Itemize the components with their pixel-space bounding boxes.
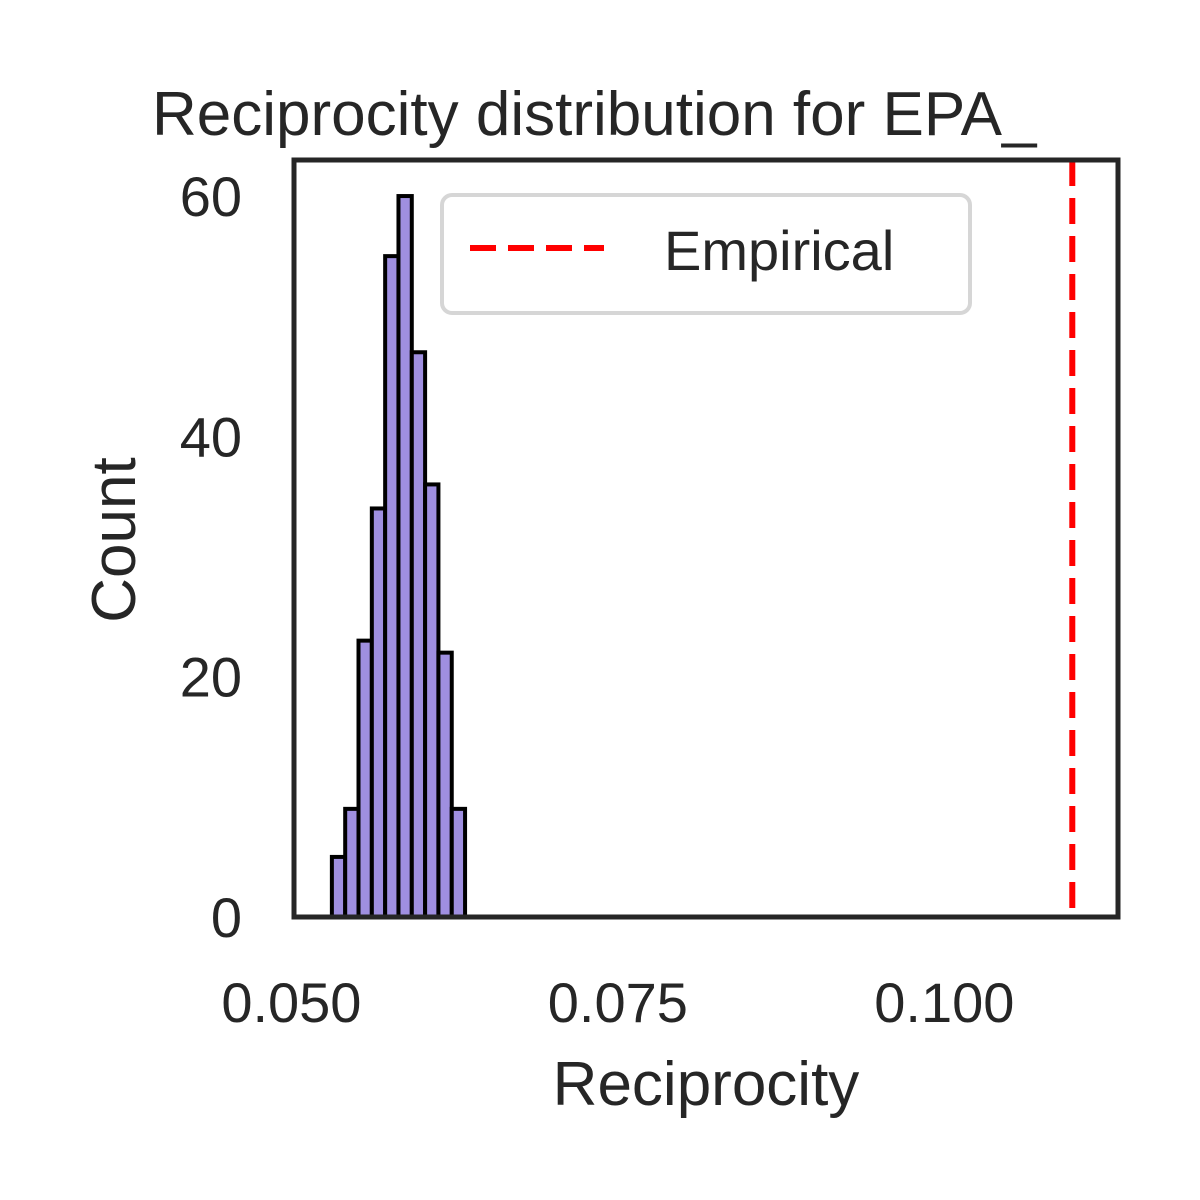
y-axis-label: Count (80, 457, 149, 622)
legend-label-empirical: Empirical (664, 219, 894, 282)
legend: Empirical (440, 193, 972, 315)
y-tick-labels: 0 20 40 60 (180, 165, 242, 949)
y-tick-label: 20 (180, 646, 242, 709)
histogram-bars (329, 194, 468, 920)
x-tick-label: 0.050 (221, 971, 361, 1034)
chart-title: Reciprocity distribution for EPA_ (152, 80, 1038, 149)
x-tick-label: 0.075 (548, 971, 688, 1034)
y-tick-label: 60 (180, 165, 242, 228)
y-tick-label: 40 (180, 405, 242, 468)
y-tick-label: 0 (211, 886, 242, 949)
x-tick-labels: 0.050 0.075 0.100 (221, 971, 1014, 1034)
legend-box (440, 193, 972, 315)
x-axis-label: Reciprocity (553, 1050, 860, 1119)
plot-frame (291, 157, 1121, 920)
x-tick-label: 0.100 (874, 971, 1014, 1034)
histogram-bar (449, 806, 468, 919)
